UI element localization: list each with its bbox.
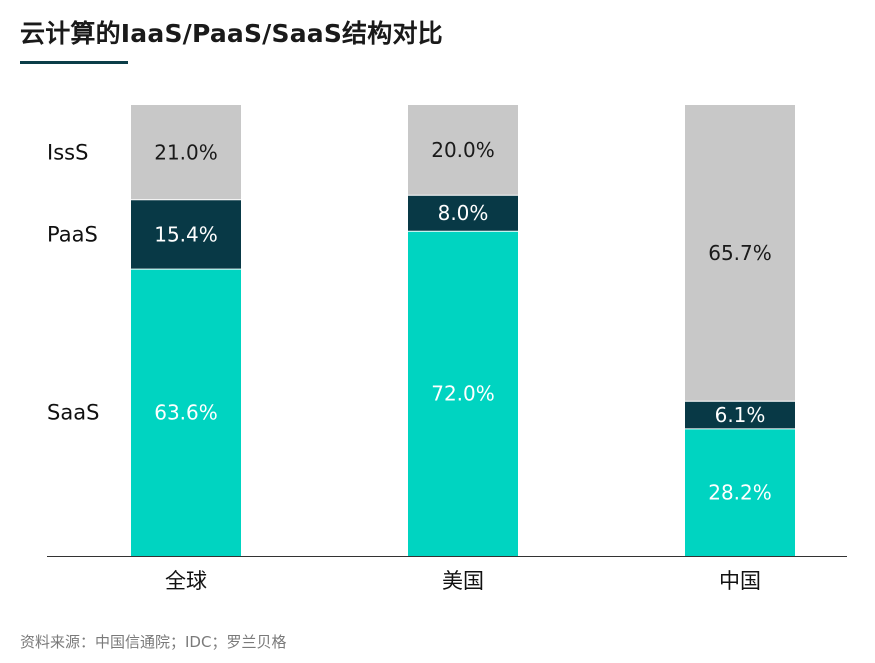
source-note: 资料来源：中国信通院；IDC；罗兰贝格 <box>20 633 287 651</box>
data-label-saas: 72.0% <box>431 382 495 406</box>
bar-segment-isss <box>685 105 795 402</box>
data-label-isss: 65.7% <box>708 241 772 265</box>
row-label-isss: IssS <box>47 140 88 164</box>
bar-segment-isss <box>408 105 518 196</box>
bar-segment-saas <box>685 428 795 556</box>
data-label-paas: 6.1% <box>715 403 766 427</box>
chart-title: 云计算的IaaS/PaaS/SaaS结构对比 <box>20 19 443 48</box>
data-label-saas: 28.2% <box>708 480 772 504</box>
row-label-saas: SaaS <box>47 401 99 425</box>
row-label-paas: PaaS <box>47 222 98 246</box>
bar-segment-paas <box>131 199 241 270</box>
data-label-isss: 21.0% <box>154 140 218 164</box>
category-label: 全球 <box>165 569 207 593</box>
data-label-saas: 63.6% <box>154 401 218 425</box>
data-label-paas: 15.4% <box>154 222 218 246</box>
bar-segment-saas <box>408 231 518 556</box>
bar-segment-paas <box>408 195 518 232</box>
bar-segment-saas <box>131 269 241 556</box>
bar-segment-isss <box>131 105 241 200</box>
data-label-paas: 8.0% <box>438 201 489 225</box>
category-label: 中国 <box>719 569 761 593</box>
bar-segment-paas <box>685 401 795 429</box>
data-label-isss: 20.0% <box>431 138 495 162</box>
category-label: 美国 <box>442 569 484 593</box>
title-underline <box>20 61 128 64</box>
